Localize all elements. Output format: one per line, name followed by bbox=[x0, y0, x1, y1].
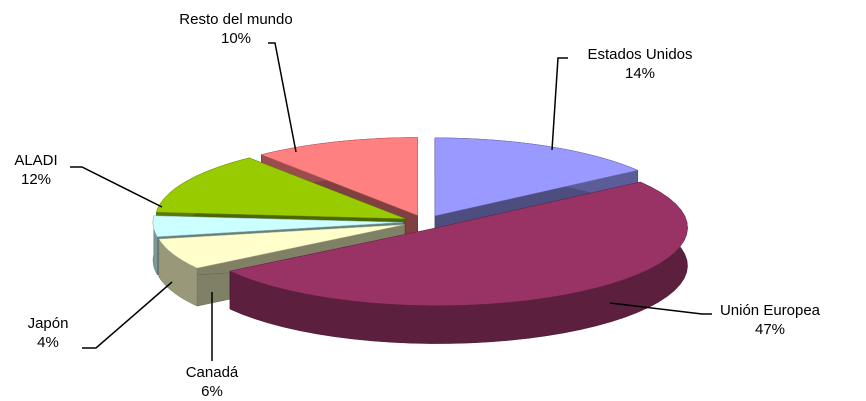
slice-value-label: 6% bbox=[201, 383, 223, 400]
slice-top bbox=[158, 224, 405, 269]
slice-label: Unión Europea bbox=[720, 302, 821, 319]
leader-line bbox=[609, 302, 712, 315]
slice-top bbox=[156, 157, 406, 220]
slice-label: Resto del mundo bbox=[179, 11, 292, 28]
slice-value-label: 12% bbox=[21, 171, 51, 188]
slice-label: Japón bbox=[28, 315, 69, 332]
slice-value-label: 14% bbox=[625, 65, 655, 82]
slice-label: Estados Unidos bbox=[587, 46, 692, 63]
leader-line bbox=[82, 281, 173, 349]
slice-value-label: 4% bbox=[37, 334, 59, 351]
slice-value-label: 47% bbox=[755, 321, 785, 338]
slice-top bbox=[229, 181, 688, 306]
leader-line bbox=[551, 57, 568, 151]
slice-label: ALADI bbox=[14, 152, 57, 169]
slice-top bbox=[260, 137, 418, 216]
slice bbox=[229, 181, 688, 344]
slice-label: Canadá bbox=[186, 364, 239, 381]
slice-top bbox=[152, 215, 404, 238]
leader-line bbox=[268, 42, 297, 153]
slice-top bbox=[434, 137, 639, 217]
slice-value-label: 10% bbox=[221, 30, 251, 47]
leader-line bbox=[70, 166, 163, 208]
